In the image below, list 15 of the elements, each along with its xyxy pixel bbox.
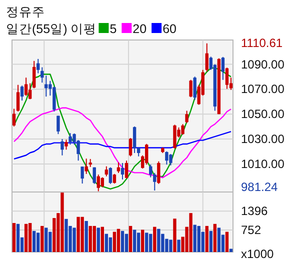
y-tick-label: 1010.00 [241, 156, 285, 171]
y-axis-title: x1000 [241, 247, 274, 260]
y-tick-label: 1090.00 [241, 57, 285, 72]
y-tick-label: 1396 [241, 204, 268, 218]
chart-subtitle: 일간(55일) 이평 [6, 22, 97, 36]
y-tick-label: 1070.00 [241, 82, 285, 96]
chart-title: 정유주 [6, 5, 45, 19]
y-tick-label: 1050.00 [241, 107, 285, 122]
text: 1110.61 [241, 36, 283, 50]
text: 981.24 [241, 180, 278, 194]
legend-label: 5 [110, 22, 117, 36]
y-tick-label: 752 [241, 222, 262, 237]
legend-label: 60 [162, 22, 177, 36]
legend-label: 20 [132, 22, 147, 36]
y-tick-label: 1030.00 [241, 132, 285, 146]
